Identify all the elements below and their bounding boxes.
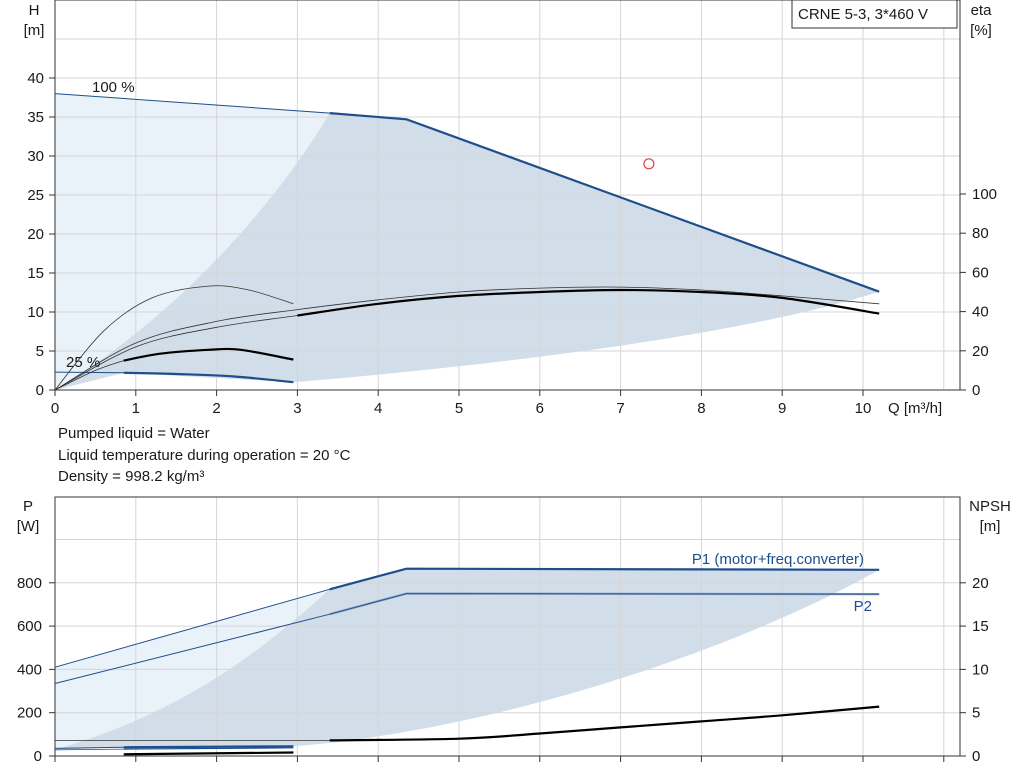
x-tick-label: 2 [212, 400, 220, 417]
head-curve-25 [123, 371, 294, 384]
head-tick-label: 0 [36, 382, 44, 399]
eta-axis-unit: [%] [970, 22, 992, 39]
eta-tick-label: 100 [972, 186, 997, 203]
p2-min-curve [123, 747, 294, 750]
power-tick-label: 600 [17, 618, 42, 635]
head-tick-label: 20 [27, 226, 44, 243]
head-tick-label: 25 [27, 187, 44, 204]
eta-curve-thin-arc [54, 285, 294, 391]
liquid-notes: Pumped liquid = Water Liquid temperature… [58, 423, 350, 488]
npsh-axis-unit: [m] [980, 518, 1001, 535]
x-tick-label: 5 [455, 400, 463, 417]
eta-curve-thin [54, 286, 880, 391]
chart-title: CRNE 5-3, 3*460 V [798, 6, 928, 23]
head-tick-label: 40 [27, 70, 44, 87]
head-axis-unit: [m] [24, 22, 45, 39]
p2-series-label: P2 [854, 598, 872, 615]
power-npsh-panel: 0 200 400 600 800 0 5 10 15 20 P [W] NPSH [m] P1 … [17, 496, 1011, 765]
head-tick-label: 35 [27, 109, 44, 126]
p2-curve-extension [54, 613, 330, 684]
curve-label-25: 25 % [66, 354, 100, 371]
x-tick-label: 0 [51, 400, 59, 417]
npsh-curve [329, 705, 880, 742]
power-tick-label: 400 [17, 661, 42, 678]
npsh-tick-label: 5 [972, 705, 980, 722]
npsh-curve-25 [123, 751, 294, 756]
npsh-tick-label: 15 [972, 618, 989, 635]
npsh-tick-label: 0 [972, 748, 980, 765]
p2-curve-core [329, 593, 880, 615]
power-tick-label: 200 [17, 705, 42, 722]
eta-curve-25-extension [54, 360, 124, 391]
head-curve-100-extension [54, 93, 330, 114]
x-tick-label: 10 [855, 400, 872, 417]
operating-range-light [55, 93, 330, 390]
x-tick-label: 7 [616, 400, 624, 417]
duty-point-marker [643, 158, 655, 170]
npsh-tick-label: 10 [972, 661, 989, 678]
eta-tick-label: 40 [972, 304, 989, 321]
head-curve-100 [329, 112, 880, 293]
head-curve-25-extension [54, 371, 124, 374]
head-tick-label: 15 [27, 265, 44, 282]
head-tick-label: 10 [27, 304, 44, 321]
p1-min-extension [54, 746, 124, 749]
p1-min-curve [123, 745, 294, 749]
power-tick-label: 0 [34, 748, 42, 765]
eta-tick-label: 20 [972, 343, 989, 360]
eta-tick-label: 60 [972, 264, 989, 281]
head-tick-label: 30 [27, 148, 44, 165]
x-tick-label: 3 [293, 400, 301, 417]
x-tick-label: 1 [132, 400, 140, 417]
title-box [791, 0, 958, 29]
bottom-curves [54, 567, 880, 756]
head-efficiency-panel: 0 1 2 3 4 5 6 7 8 9 100510152025303540020406080100… [24, 0, 997, 417]
eta-tick-label: 80 [972, 225, 989, 242]
p1-curve-extension [54, 588, 330, 668]
x-tick-label: 8 [697, 400, 705, 417]
head-axis-label: H [29, 2, 40, 19]
bottom-tick-labels: 0 200 400 600 800 0 5 10 15 20 [17, 575, 989, 765]
p2-min-extension [54, 748, 124, 751]
eta-curve-100 [297, 288, 880, 317]
power-tick-label: 800 [17, 575, 42, 592]
top-curves [54, 93, 880, 391]
eta-curve-25 [123, 347, 294, 362]
power-range-dark [55, 568, 880, 750]
npsh-tick-label: 20 [972, 575, 989, 592]
npsh-axis-label: NPSH [969, 498, 1011, 515]
p1-curve [329, 567, 880, 591]
p1-series-label: P1 (motor+freq.converter) [692, 551, 864, 568]
power-axis-label: P [23, 498, 33, 515]
note-liquid-temperature: Liquid temperature during operation = 20… [58, 446, 351, 464]
note-density: Density = 998.2 kg/m³ [58, 468, 205, 485]
curve-label-100: 100 % [92, 79, 135, 96]
eta-tick-label: 0 [972, 382, 980, 399]
x-tick-label: 6 [536, 400, 544, 417]
note-pumped-liquid: Pumped liquid = Water [58, 425, 210, 442]
x-tick-label: 4 [374, 400, 382, 417]
head-tick-label: 5 [36, 343, 44, 360]
eta-axis-label: eta [971, 2, 993, 19]
power-axis-unit: [W] [17, 518, 40, 535]
x-tick-label: 9 [778, 400, 786, 417]
flow-axis-label: Q [m³/h] [888, 400, 942, 417]
